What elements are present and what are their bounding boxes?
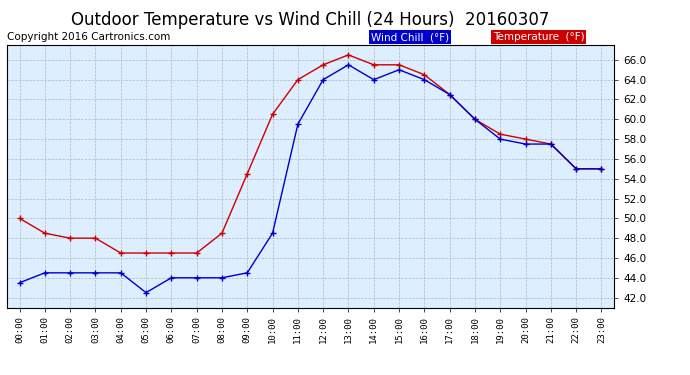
Text: Wind Chill  (°F): Wind Chill (°F)	[371, 32, 449, 42]
Text: Copyright 2016 Cartronics.com: Copyright 2016 Cartronics.com	[7, 32, 170, 42]
Text: Outdoor Temperature vs Wind Chill (24 Hours)  20160307: Outdoor Temperature vs Wind Chill (24 Ho…	[71, 11, 550, 29]
Text: Temperature  (°F): Temperature (°F)	[493, 32, 584, 42]
